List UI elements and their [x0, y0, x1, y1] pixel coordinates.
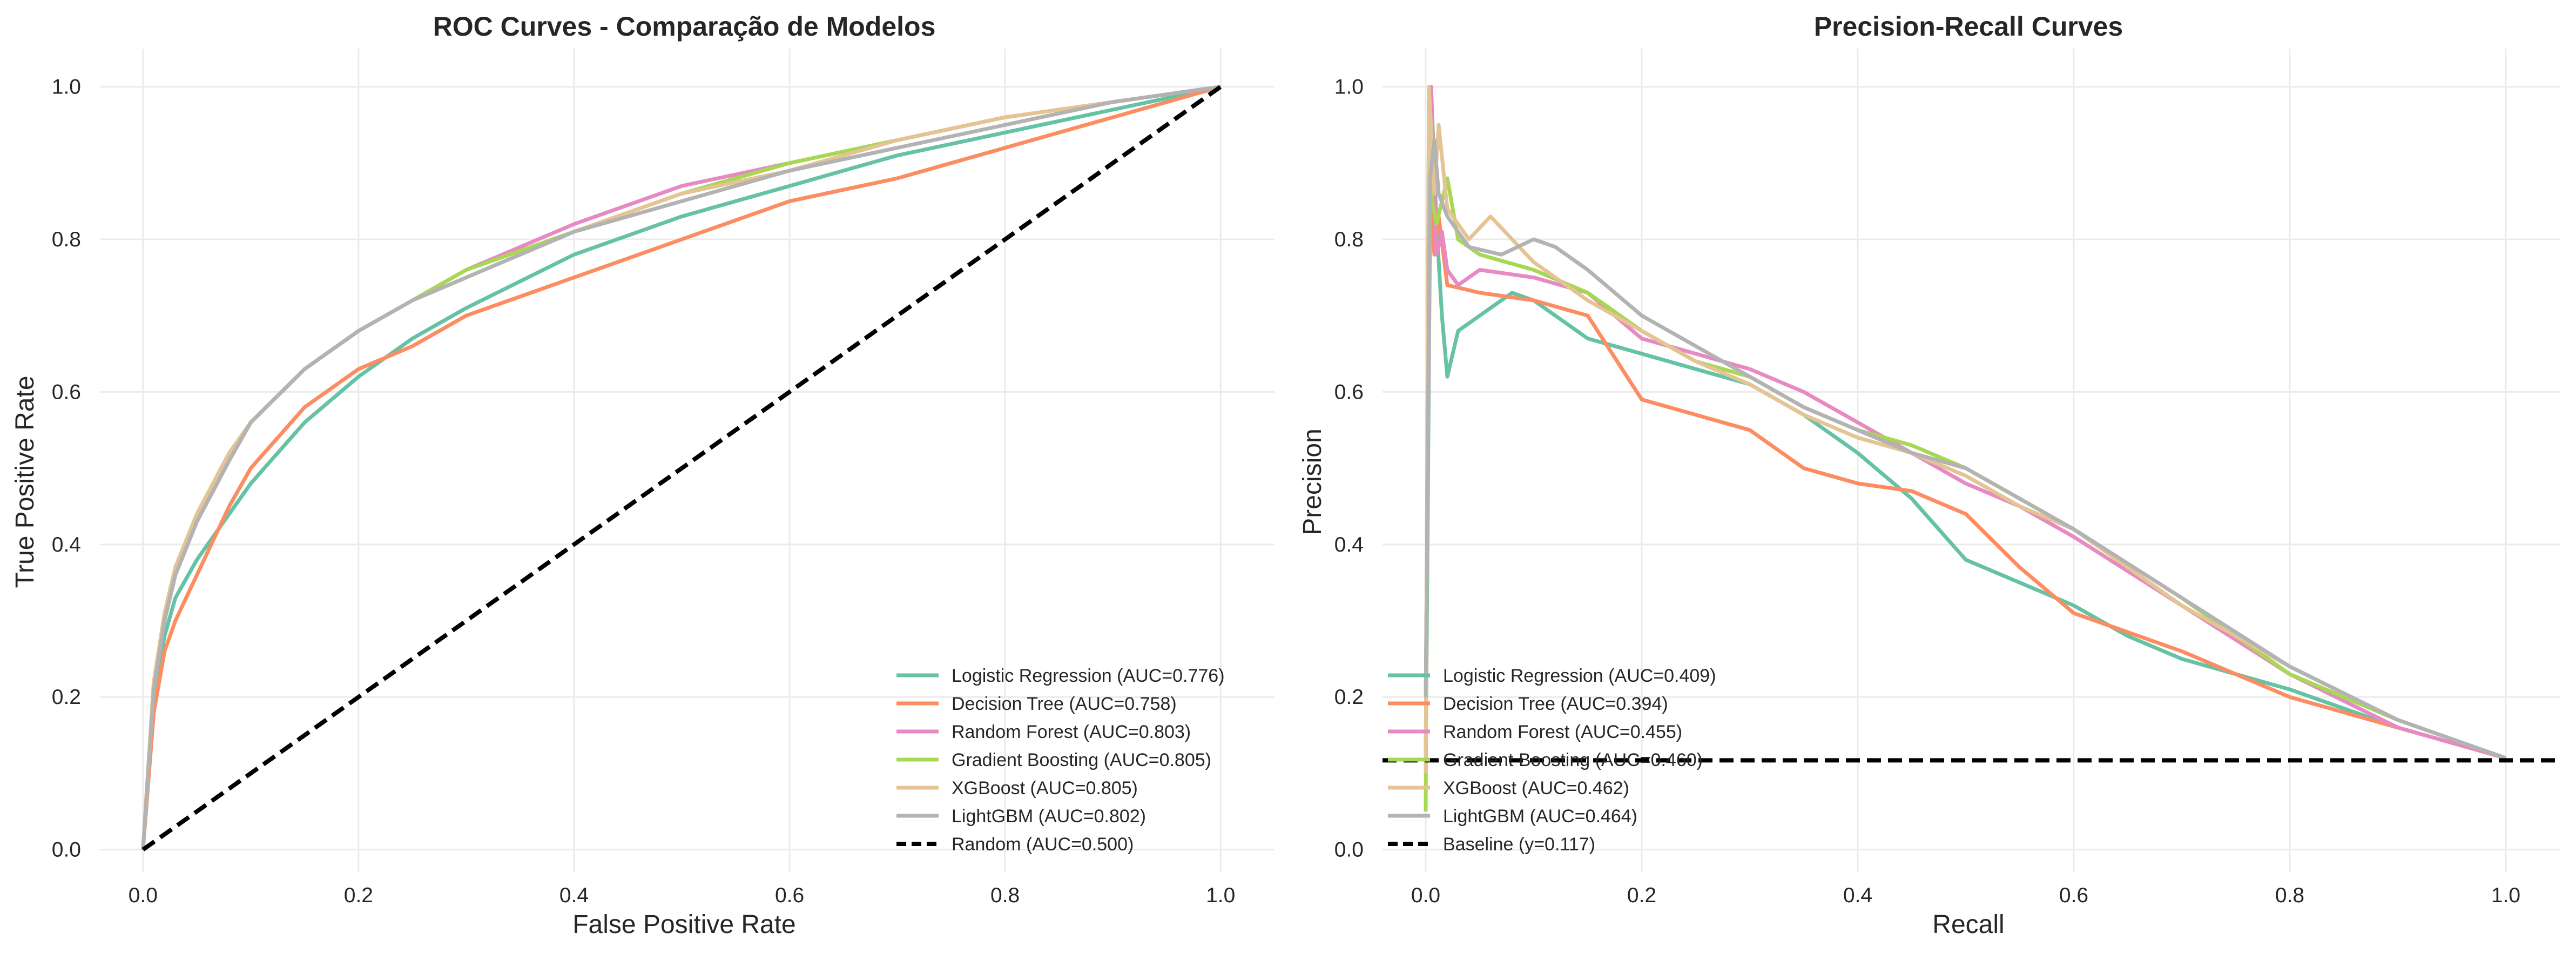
pr-legend-label: XGBoost (AUC=0.462)	[1443, 778, 1629, 798]
pr-grid	[1383, 49, 2560, 873]
roc-legend-label: Gradient Boosting (AUC=0.805)	[952, 750, 1211, 770]
roc-series-line	[141, 85, 1222, 850]
pr-x-tick-label: 0.2	[1627, 884, 1656, 907]
pr-y-tick-label: 0.6	[1334, 380, 1364, 404]
roc-x-tick-label: 0.2	[344, 884, 373, 907]
roc-x-axis-label: False Positive Rate	[572, 910, 796, 939]
roc-legend-label: Logistic Regression (AUC=0.776)	[952, 666, 1225, 686]
pr-legend-label: Gradient Boosting (AUC=0.460)	[1443, 750, 1703, 770]
pr-x-axis-label: Recall	[1932, 910, 2004, 939]
roc-y-tick-label: 0.0	[52, 838, 81, 862]
roc-y-tick-label: 0.2	[52, 686, 81, 709]
roc-x-tick-label: 1.0	[1206, 884, 1235, 907]
roc-x-tick-label: 0.8	[990, 884, 1020, 907]
roc-legend: Logistic Regression (AUC=0.776) Decision …	[896, 666, 1225, 855]
pr-x-tick-label: 0.6	[2059, 884, 2088, 907]
pr-panel: 0.0 0.2 0.4 0.6 0.8 1.0 0.0 0.2 0.4 0.6 0.8 1.0 Pre…	[1298, 11, 2560, 939]
pr-y-axis-label: Precision	[1298, 428, 1327, 535]
roc-series-line	[141, 85, 1221, 850]
pr-series-line	[1424, 138, 2507, 760]
pr-curves	[1383, 85, 2560, 812]
roc-y-tick-label: 0.6	[52, 380, 81, 404]
pr-title: Precision-Recall Curves	[1814, 11, 2123, 42]
pr-y-tick-label: 0.0	[1334, 838, 1364, 862]
roc-x-tick-label: 0.4	[559, 884, 589, 907]
roc-legend-label: Random Forest (AUC=0.803)	[952, 722, 1191, 742]
roc-x-tick-label: 0.0	[129, 884, 158, 907]
pr-series-line	[1424, 85, 2506, 774]
pr-legend-label: LightGBM (AUC=0.464)	[1443, 806, 1637, 827]
pr-series-line	[1424, 85, 2507, 774]
roc-ticks: 0.0 0.2 0.4 0.6 0.8 1.0 0.0 0.2 0.4 0.6 0.8 1.0	[52, 76, 1236, 907]
roc-legend-label: Random (AUC=0.500)	[952, 834, 1134, 855]
roc-legend-label: LightGBM (AUC=0.802)	[952, 806, 1146, 827]
pr-series-line	[1424, 85, 2506, 760]
roc-legend-label: Decision Tree (AUC=0.758)	[952, 694, 1177, 714]
roc-curves	[141, 85, 1222, 851]
pr-y-tick-label: 1.0	[1334, 76, 1364, 99]
roc-y-axis-label: True Positive Rate	[11, 375, 39, 588]
roc-y-tick-label: 1.0	[52, 76, 81, 99]
pr-y-tick-label: 0.2	[1334, 686, 1364, 709]
pr-y-tick-label: 0.8	[1334, 228, 1364, 251]
roc-panel: 0.0 0.2 0.4 0.6 0.8 1.0 0.0 0.2 0.4 0.6 0.8 1.0 ROC…	[11, 11, 1274, 939]
pr-legend: Logistic Regression (AUC=0.409) Decision …	[1388, 666, 1716, 855]
pr-x-tick-label: 0.0	[1411, 884, 1440, 907]
roc-x-tick-label: 0.6	[775, 884, 804, 907]
roc-y-tick-label: 0.4	[52, 533, 81, 556]
pr-x-tick-label: 1.0	[2491, 884, 2520, 907]
pr-legend-label: Logistic Regression (AUC=0.409)	[1443, 666, 1716, 686]
roc-legend-label: XGBoost (AUC=0.805)	[952, 778, 1138, 798]
roc-y-tick-label: 0.8	[52, 228, 81, 251]
pr-y-tick-label: 0.4	[1334, 533, 1364, 556]
pr-x-tick-label: 0.4	[1843, 884, 1872, 907]
pr-legend-label: Random Forest (AUC=0.455)	[1443, 722, 1682, 742]
roc-grid	[100, 49, 1274, 873]
pr-ticks: 0.0 0.2 0.4 0.6 0.8 1.0 0.0 0.2 0.4 0.6 0.8 1.0	[1334, 76, 2520, 907]
pr-x-tick-label: 0.8	[2275, 884, 2304, 907]
pr-legend-label: Baseline (y=0.117)	[1443, 834, 1595, 855]
pr-legend-label: Decision Tree (AUC=0.394)	[1443, 694, 1668, 714]
roc-title: ROC Curves - Comparação de Modelos	[433, 11, 936, 42]
roc-series-line	[141, 85, 1222, 851]
